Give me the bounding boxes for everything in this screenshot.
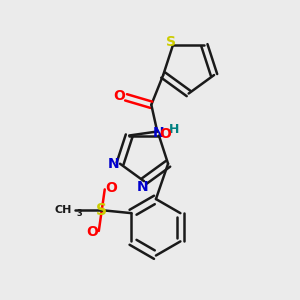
Text: S: S [96,203,107,218]
Text: CH: CH [55,205,72,215]
Text: N: N [153,126,165,140]
Text: H: H [168,123,179,136]
Text: N: N [108,157,119,171]
Text: S: S [167,35,176,49]
Text: N: N [137,180,148,194]
Text: O: O [86,226,98,239]
Text: O: O [160,127,171,141]
Text: 3: 3 [76,209,82,218]
Text: O: O [114,89,125,103]
Text: O: O [105,181,117,195]
